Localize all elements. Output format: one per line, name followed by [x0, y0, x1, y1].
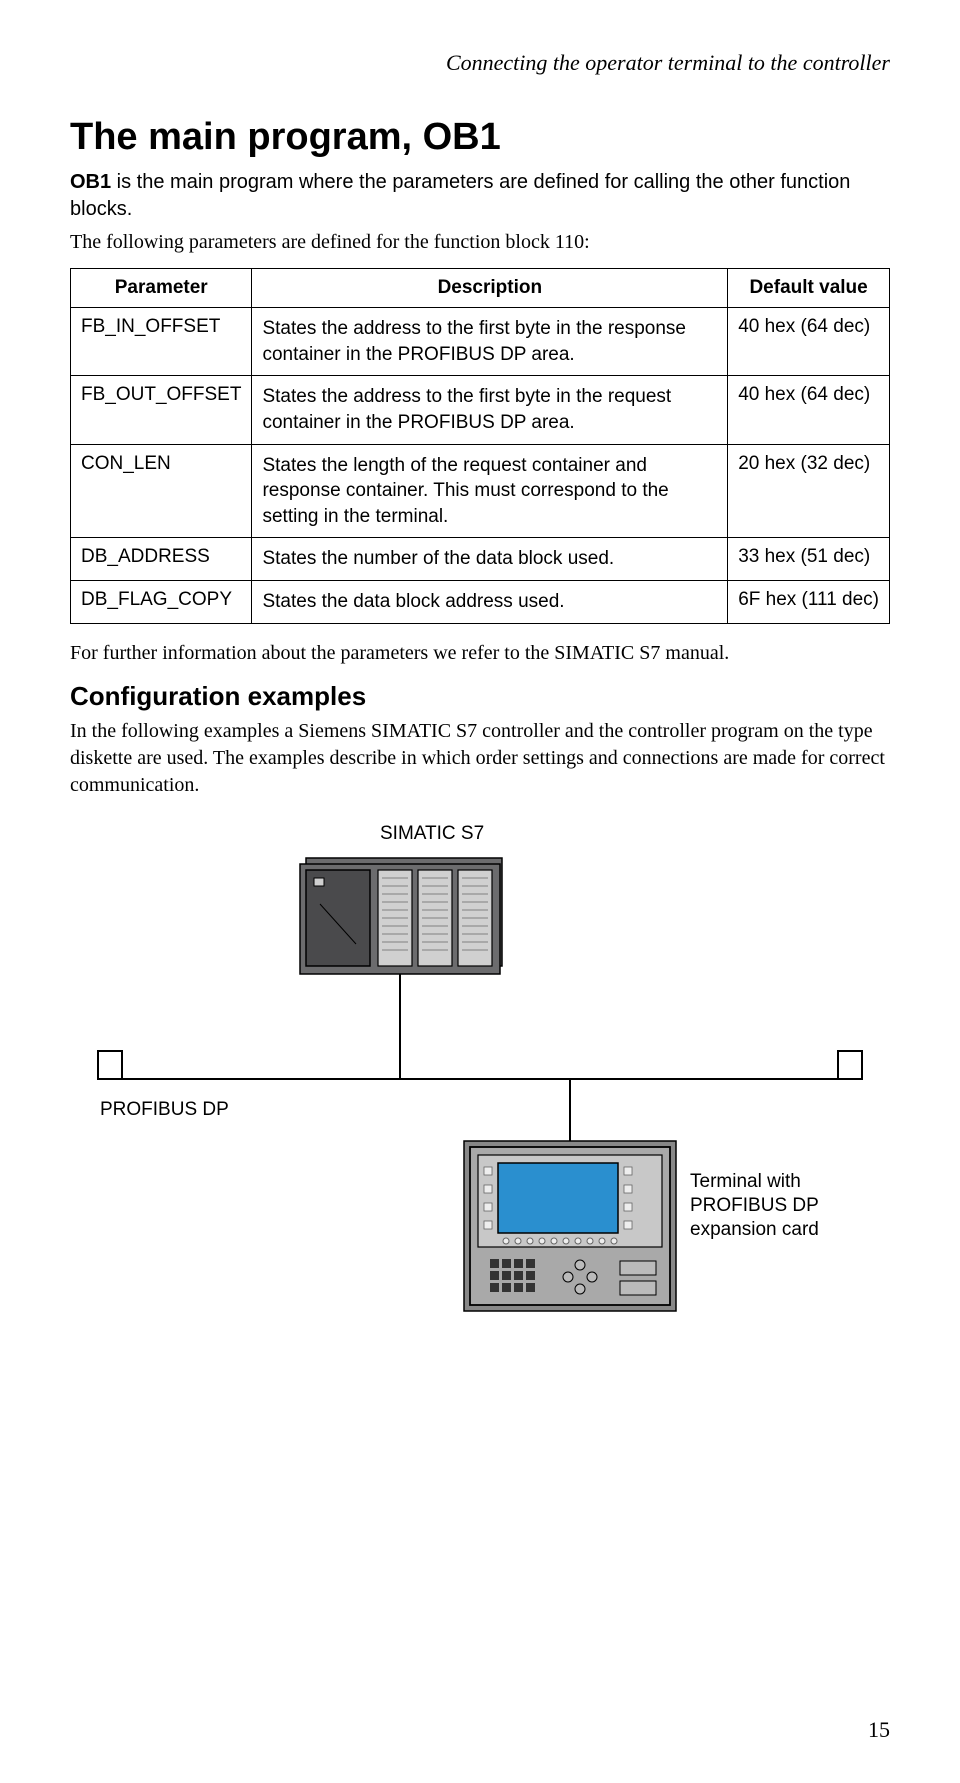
cell-default: 40 hex (64 dec)	[728, 376, 890, 444]
cell-parameter: CON_LEN	[71, 444, 252, 538]
cell-parameter: DB_FLAG_COPY	[71, 581, 252, 624]
cell-description: States the data block address used.	[252, 581, 728, 624]
cell-parameter: DB_ADDRESS	[71, 538, 252, 581]
cell-default: 6F hex (111 dec)	[728, 581, 890, 624]
cell-parameter: FB_OUT_OFFSET	[71, 376, 252, 444]
cell-description: States the address to the first byte in …	[252, 376, 728, 444]
table-row: DB_FLAG_COPYStates the data block addres…	[71, 581, 890, 624]
th-description: Description	[252, 269, 728, 308]
page-number: 15	[868, 1717, 890, 1743]
intro-paragraph: OB1 is the main program where the parame…	[70, 169, 890, 223]
table-row: CON_LENStates the length of the request …	[71, 444, 890, 538]
svg-text:Terminal with: Terminal with	[690, 1171, 801, 1192]
examples-text: In the following examples a Siemens SIMA…	[70, 718, 890, 799]
cell-description: States the number of the data block used…	[252, 538, 728, 581]
intro-paragraph-2: The following parameters are defined for…	[70, 229, 890, 256]
section-heading: Configuration examples	[70, 681, 890, 712]
running-header: Connecting the operator terminal to the …	[70, 50, 890, 76]
connection-diagram: SIMATIC S7 PROFIBUS DP Terminal with PROFIB…	[70, 819, 890, 1339]
table-row: FB_IN_OFFSETStates the address to the fi…	[71, 308, 890, 376]
cell-default: 33 hex (51 dec)	[728, 538, 890, 581]
diagram-svg: SIMATIC S7 PROFIBUS DP Terminal with PROFIB…	[70, 819, 890, 1339]
cell-description: States the length of the request contain…	[252, 444, 728, 538]
table-row: FB_OUT_OFFSETStates the address to the f…	[71, 376, 890, 444]
cell-description: States the address to the first byte in …	[252, 308, 728, 376]
svg-text:expansion card: expansion card	[690, 1219, 819, 1240]
th-default: Default value	[728, 269, 890, 308]
cell-default: 40 hex (64 dec)	[728, 308, 890, 376]
cell-default: 20 hex (32 dec)	[728, 444, 890, 538]
intro-rest: is the main program where the parameters…	[70, 171, 850, 220]
th-parameter: Parameter	[71, 269, 252, 308]
table-header-row: Parameter Description Default value	[71, 269, 890, 308]
svg-text:PROFIBUS DP: PROFIBUS DP	[100, 1099, 229, 1120]
svg-text:PROFIBUS DP: PROFIBUS DP	[690, 1195, 819, 1216]
svg-text:SIMATIC S7: SIMATIC S7	[380, 823, 484, 844]
parameters-table: Parameter Description Default value FB_I…	[70, 268, 890, 624]
after-table-text: For further information about the parame…	[70, 640, 890, 667]
table-row: DB_ADDRESSStates the number of the data …	[71, 538, 890, 581]
intro-bold: OB1	[70, 171, 111, 193]
cell-parameter: FB_IN_OFFSET	[71, 308, 252, 376]
page-title: The main program, OB1	[70, 116, 890, 159]
